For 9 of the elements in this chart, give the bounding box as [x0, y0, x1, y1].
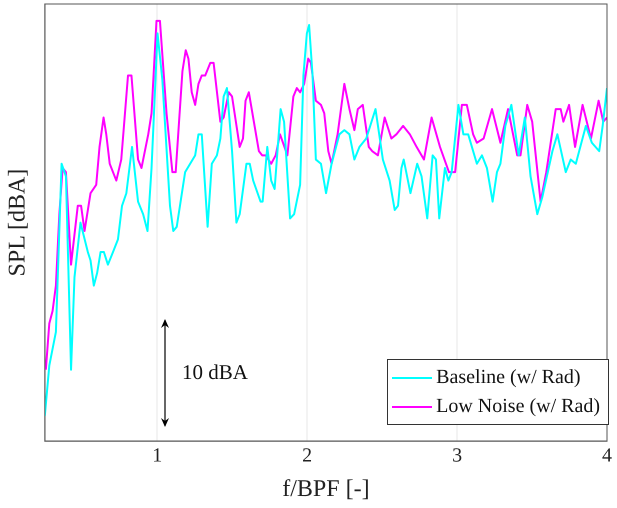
x-axis-title: f/BPF [-]	[282, 476, 370, 502]
annotation: 10 dBA	[182, 360, 248, 385]
x-tick-label: 1	[152, 444, 162, 466]
legend-label: Baseline (w/ Rad)	[436, 365, 581, 390]
x-tick-label: 2	[302, 444, 312, 466]
x-tick-label: 4	[602, 444, 612, 466]
legend-label: Low Noise (w/ Rad)	[436, 394, 600, 419]
y-axis-title: SPL [dBA]	[4, 168, 31, 276]
x-tick-label: 3	[452, 444, 462, 466]
